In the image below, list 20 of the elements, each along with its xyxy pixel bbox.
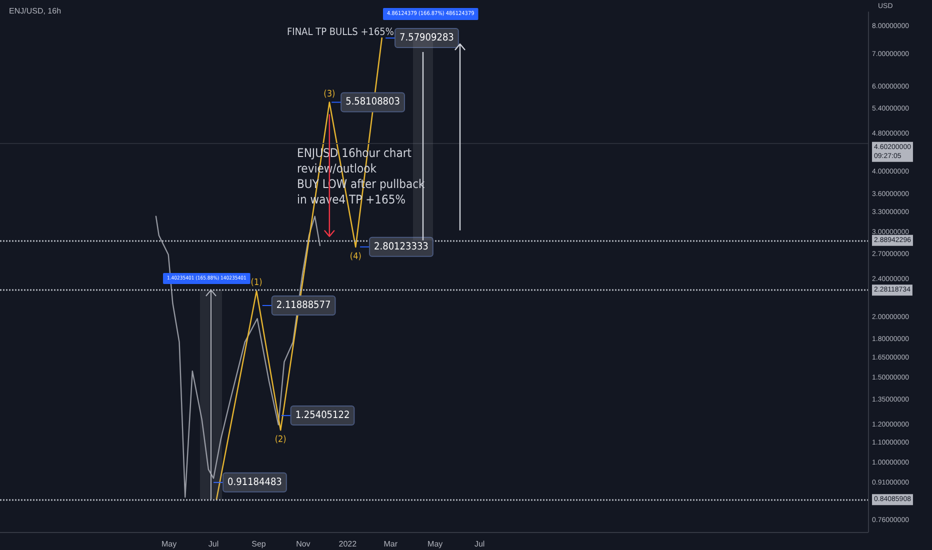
annotation: 0.91184483 [228, 476, 282, 488]
x-tick-label: 2022 [338, 540, 358, 548]
x-tick-label: Nov [296, 540, 310, 548]
chart-title: ENJ/USD, 16h [9, 6, 62, 16]
annotation: 2.80123333 [374, 241, 428, 252]
annotation: 1.25405122 [295, 410, 350, 422]
annotation: (2) [274, 435, 286, 446]
annotation: (1) [250, 278, 262, 288]
x-tick-label: Jul [474, 540, 485, 548]
annotation: 5.58108803 [346, 96, 400, 108]
annotation: (3) [324, 89, 336, 100]
annotation: (4) [350, 252, 362, 262]
annotation: FINAL TP BULLS +165% [287, 27, 394, 38]
x-tick-label: May [162, 540, 177, 548]
annotation: 2.11888577 [276, 300, 331, 311]
x-tick-label: Sep [252, 540, 266, 548]
x-tick-label: May [428, 540, 443, 548]
annotation: 7.57909283 [400, 32, 454, 44]
x-tick-label: Jul [208, 540, 219, 548]
x-tick-label: Mar [384, 540, 398, 548]
